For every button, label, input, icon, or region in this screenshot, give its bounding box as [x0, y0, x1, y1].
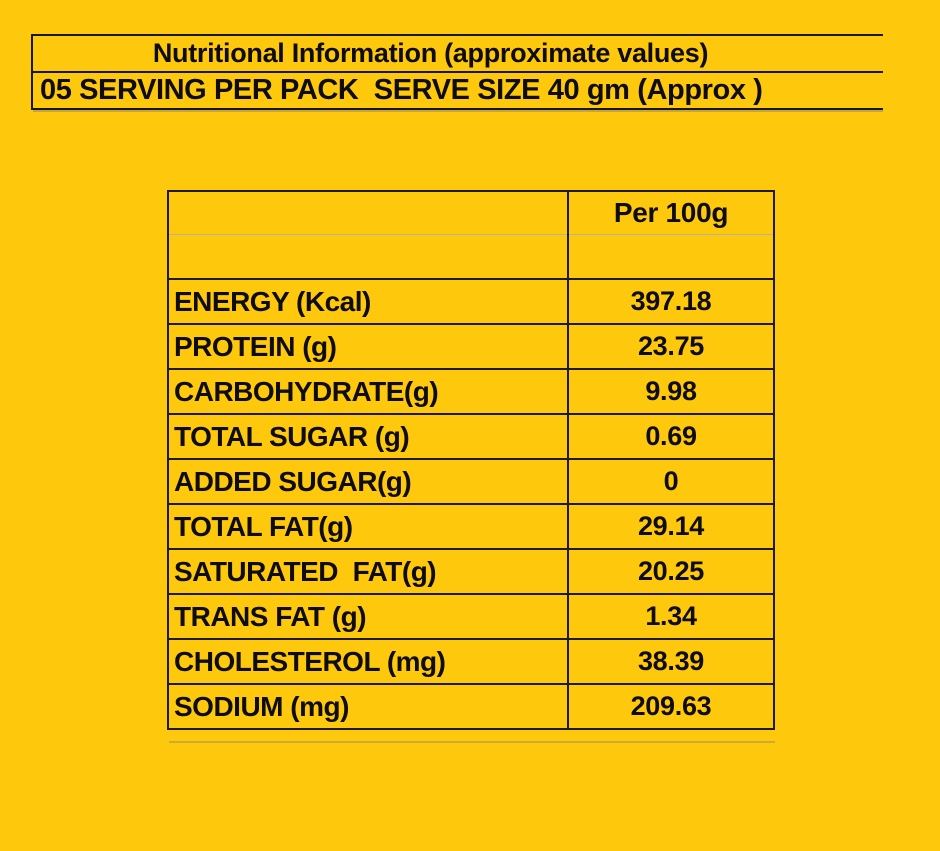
row-carbohydrate: CARBOHYDRATE(g) 9.98 — [167, 368, 775, 415]
nutrient-value: 1.34 — [567, 593, 775, 640]
nutrient-value: 209.63 — [567, 683, 775, 730]
nutrient-label: SODIUM (mg) — [167, 683, 569, 730]
nutrient-value: 0 — [567, 458, 775, 505]
nutrient-label: TRANS FAT (g) — [167, 593, 569, 640]
nutrition-table-container: Per 100g ENERGY (Kcal) 397.18 PROTEIN (g… — [167, 190, 775, 730]
nutrition-table: Per 100g ENERGY (Kcal) 397.18 PROTEIN (g… — [167, 190, 775, 730]
nutrient-label: CARBOHYDRATE(g) — [167, 368, 569, 415]
nutrient-label: SATURATED FAT(g) — [167, 548, 569, 595]
nutrient-label: ADDED SUGAR(g) — [167, 458, 569, 505]
header-group: Nutritional Information (approximate val… — [31, 34, 883, 110]
serving-info: 05 SERVING PER PACK SERVE SIZE 40 gm (Ap… — [33, 73, 883, 110]
row-energy: ENERGY (Kcal) 397.18 — [167, 278, 775, 325]
row-cholesterol: CHOLESTEROL (mg) 38.39 — [167, 638, 775, 685]
spacer-value-cell — [567, 233, 775, 280]
row-sodium: SODIUM (mg) 209.63 — [167, 683, 775, 730]
nutrient-label: TOTAL SUGAR (g) — [167, 413, 569, 460]
row-total-fat: TOTAL FAT(g) 29.14 — [167, 503, 775, 550]
page-title: Nutritional Information (approximate val… — [33, 34, 883, 73]
table-header-row: Per 100g — [167, 190, 775, 235]
spacer-row — [167, 233, 775, 280]
nutrient-value: 397.18 — [567, 278, 775, 325]
nutrient-value: 29.14 — [567, 503, 775, 550]
header-label-cell — [167, 190, 569, 235]
nutrient-value: 23.75 — [567, 323, 775, 370]
row-protein: PROTEIN (g) 23.75 — [167, 323, 775, 370]
row-added-sugar: ADDED SUGAR(g) 0 — [167, 458, 775, 505]
nutrient-label: PROTEIN (g) — [167, 323, 569, 370]
nutrient-value: 20.25 — [567, 548, 775, 595]
nutrient-value: 38.39 — [567, 638, 775, 685]
nutrient-value: 9.98 — [567, 368, 775, 415]
spacer-label-cell — [167, 233, 569, 280]
row-trans-fat: TRANS FAT (g) 1.34 — [167, 593, 775, 640]
row-saturated-fat: SATURATED FAT(g) 20.25 — [167, 548, 775, 595]
nutrient-label: ENERGY (Kcal) — [167, 278, 569, 325]
column-header-per-100g: Per 100g — [567, 190, 775, 235]
nutrient-label: CHOLESTEROL (mg) — [167, 638, 569, 685]
table-bottom-shadow — [169, 741, 775, 743]
nutrient-label: TOTAL FAT(g) — [167, 503, 569, 550]
nutrient-value: 0.69 — [567, 413, 775, 460]
row-total-sugar: TOTAL SUGAR (g) 0.69 — [167, 413, 775, 460]
